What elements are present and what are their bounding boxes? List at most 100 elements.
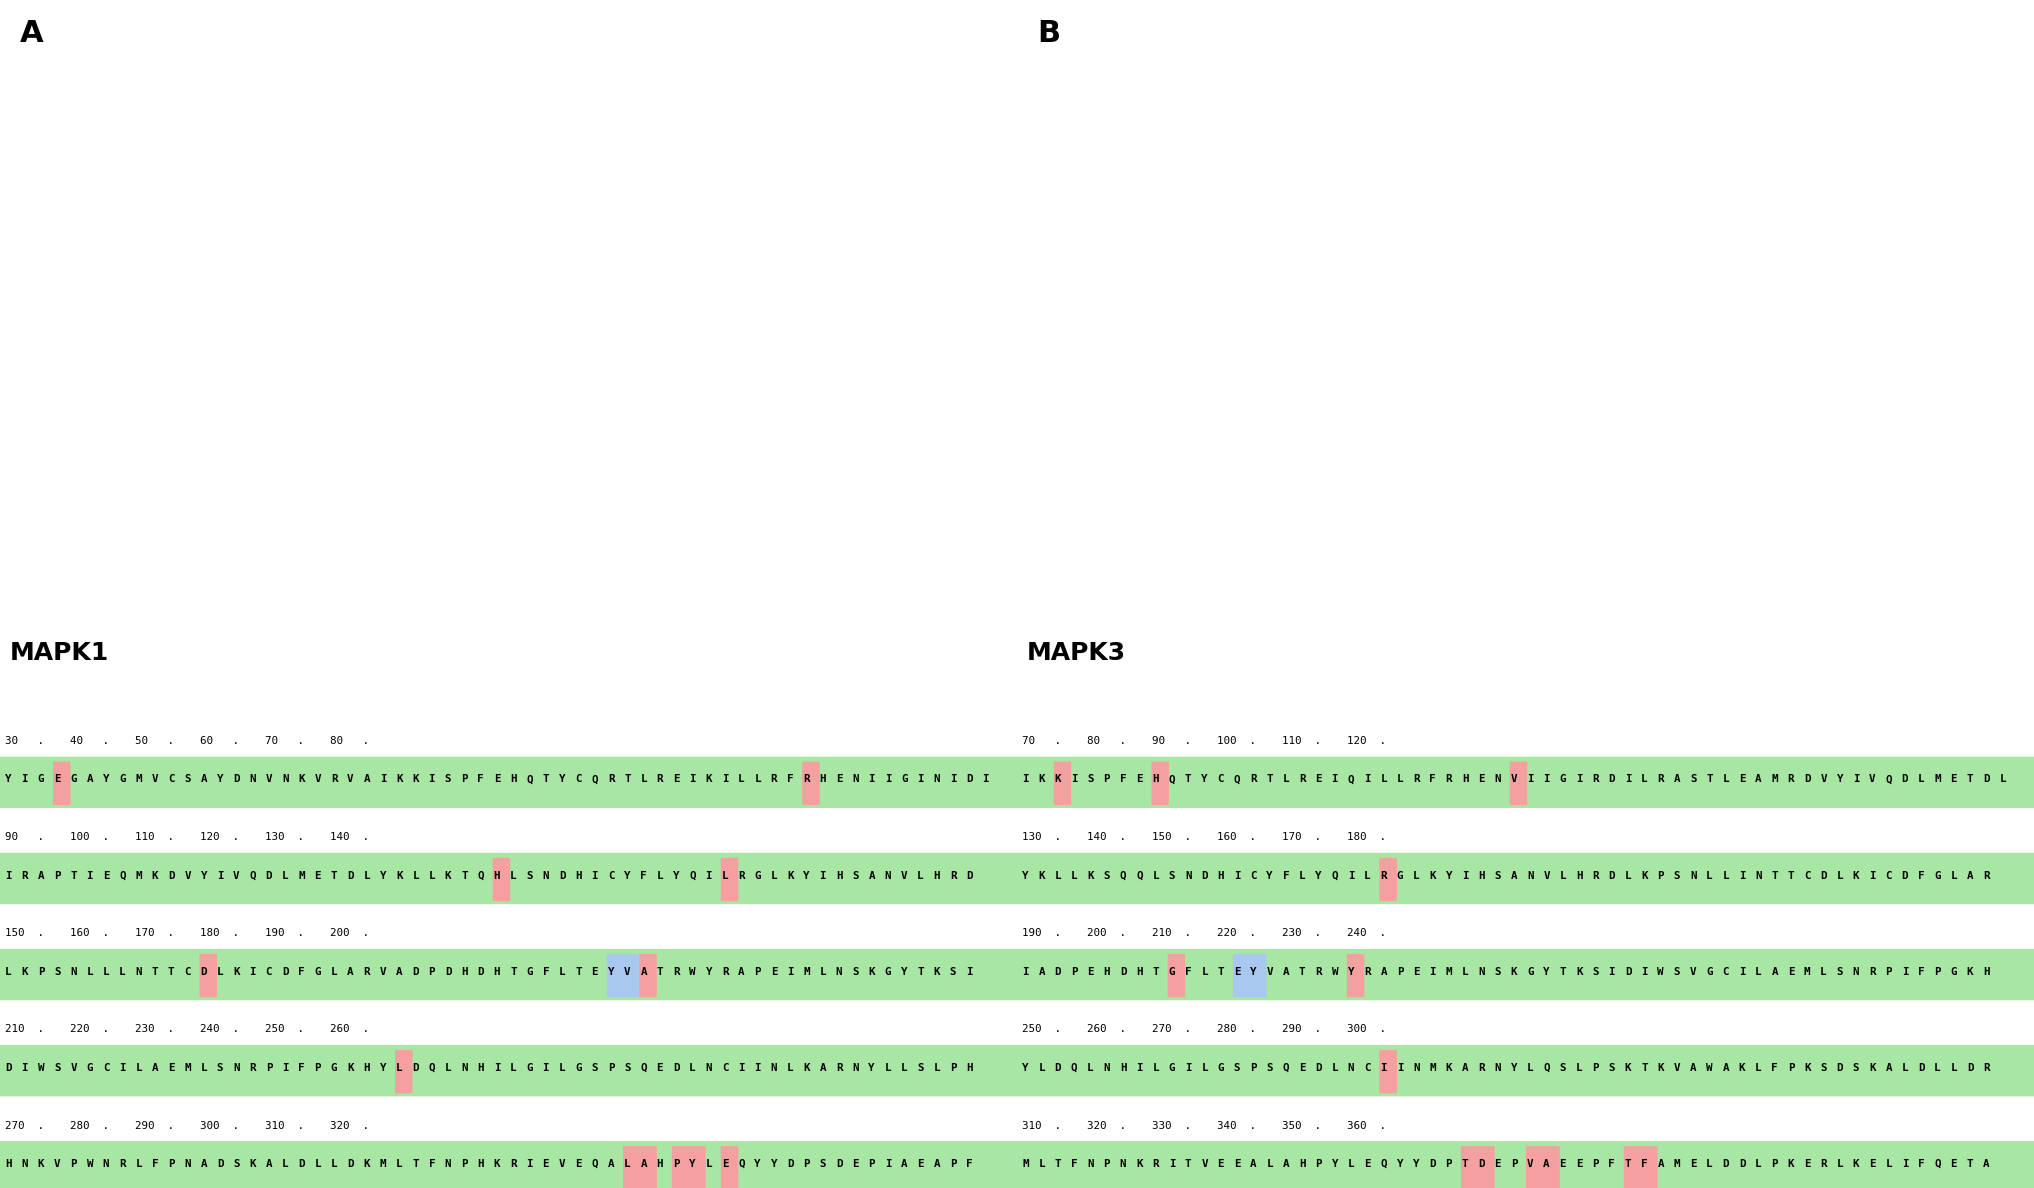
Text: Y: Y bbox=[1267, 871, 1273, 880]
Text: K: K bbox=[1088, 871, 1094, 880]
Text: H: H bbox=[657, 1159, 663, 1169]
Text: A: A bbox=[1772, 967, 1778, 977]
Text: L: L bbox=[218, 967, 224, 977]
Text: H: H bbox=[1576, 871, 1582, 880]
Text: Q: Q bbox=[1072, 1063, 1078, 1073]
Text: E: E bbox=[1300, 1063, 1306, 1073]
Text: 190  .    200  .    210  .    220  .    230  .    240  .: 190 . 200 . 210 . 220 . 230 . 240 . bbox=[1023, 928, 1412, 939]
Text: L: L bbox=[120, 967, 126, 977]
Text: P: P bbox=[315, 1063, 321, 1073]
Text: A: A bbox=[201, 1159, 207, 1169]
Text: Q: Q bbox=[120, 871, 126, 880]
Text: A: A bbox=[1251, 1159, 1257, 1169]
Text: L: L bbox=[1625, 871, 1631, 880]
Text: L: L bbox=[136, 1063, 142, 1073]
Text: V: V bbox=[1544, 871, 1550, 880]
Text: P: P bbox=[950, 1063, 956, 1073]
Text: F: F bbox=[299, 1063, 305, 1073]
Text: H: H bbox=[494, 967, 500, 977]
Text: S: S bbox=[55, 1063, 61, 1073]
Text: A: A bbox=[20, 19, 45, 48]
Text: Y: Y bbox=[608, 967, 614, 977]
Text: L: L bbox=[283, 1159, 289, 1169]
Text: A: A bbox=[1886, 1063, 1892, 1073]
Text: M: M bbox=[1430, 1063, 1436, 1073]
Text: S: S bbox=[527, 871, 533, 880]
Text: P: P bbox=[429, 967, 435, 977]
Text: V: V bbox=[624, 967, 631, 977]
Text: L: L bbox=[1332, 1063, 1338, 1073]
FancyBboxPatch shape bbox=[687, 1146, 706, 1188]
Text: G: G bbox=[1170, 967, 1176, 977]
Text: D: D bbox=[478, 967, 484, 977]
Text: I: I bbox=[820, 871, 826, 880]
Text: L: L bbox=[1934, 1063, 1940, 1073]
Text: I: I bbox=[966, 967, 972, 977]
FancyBboxPatch shape bbox=[1013, 1142, 2034, 1188]
Text: L: L bbox=[1560, 871, 1566, 880]
Text: L: L bbox=[413, 871, 419, 880]
FancyBboxPatch shape bbox=[1460, 1146, 1479, 1188]
Text: E: E bbox=[1804, 1159, 1810, 1169]
Text: A: A bbox=[1039, 967, 1045, 977]
Text: H: H bbox=[1104, 967, 1111, 977]
Text: E: E bbox=[315, 871, 321, 880]
Text: A: A bbox=[348, 967, 354, 977]
Text: A: A bbox=[1283, 967, 1290, 977]
Text: 70   .    80   .    90   .    100  .    110  .    120  .: 70 . 80 . 90 . 100 . 110 . 120 . bbox=[1023, 737, 1418, 746]
Text: R: R bbox=[511, 1159, 517, 1169]
Text: A: A bbox=[1381, 967, 1387, 977]
Text: D: D bbox=[1056, 967, 1062, 977]
Text: D: D bbox=[836, 1159, 842, 1169]
Text: R: R bbox=[364, 967, 370, 977]
Text: N: N bbox=[706, 1063, 712, 1073]
Text: N: N bbox=[1088, 1159, 1094, 1169]
Text: Q: Q bbox=[429, 1063, 435, 1073]
Text: I: I bbox=[869, 775, 875, 784]
Text: Q: Q bbox=[1137, 871, 1143, 880]
Text: E: E bbox=[917, 1159, 923, 1169]
Text: P: P bbox=[673, 1159, 679, 1169]
Text: I: I bbox=[755, 1063, 761, 1073]
Text: 130  .    140  .    150  .    160  .    170  .    180  .: 130 . 140 . 150 . 160 . 170 . 180 . bbox=[1023, 832, 1412, 842]
Text: D: D bbox=[1056, 1063, 1062, 1073]
Text: I: I bbox=[1641, 967, 1648, 977]
Text: Y: Y bbox=[218, 775, 224, 784]
Text: R: R bbox=[657, 775, 663, 784]
Text: P: P bbox=[55, 871, 61, 880]
Text: T: T bbox=[413, 1159, 419, 1169]
Text: H: H bbox=[1479, 871, 1485, 880]
Text: C: C bbox=[169, 775, 175, 784]
Text: I: I bbox=[4, 871, 12, 880]
Text: I: I bbox=[120, 1063, 126, 1073]
Text: I: I bbox=[1462, 871, 1469, 880]
Text: S: S bbox=[852, 967, 858, 977]
Text: S: S bbox=[950, 967, 956, 977]
Text: W: W bbox=[690, 967, 696, 977]
Text: I: I bbox=[527, 1159, 533, 1169]
Text: Y: Y bbox=[755, 1159, 761, 1169]
Text: Q: Q bbox=[592, 775, 598, 784]
Text: S: S bbox=[1820, 1063, 1827, 1073]
FancyBboxPatch shape bbox=[1477, 1146, 1495, 1188]
FancyBboxPatch shape bbox=[671, 1146, 690, 1188]
Text: L: L bbox=[934, 1063, 940, 1073]
Text: I: I bbox=[1235, 871, 1241, 880]
Text: P: P bbox=[1072, 967, 1078, 977]
Text: A: A bbox=[1967, 871, 1973, 880]
Text: A: A bbox=[641, 967, 647, 977]
Text: A: A bbox=[1674, 775, 1680, 784]
FancyBboxPatch shape bbox=[801, 762, 820, 805]
Text: D: D bbox=[1918, 1063, 1924, 1073]
Text: C: C bbox=[1218, 775, 1224, 784]
Text: M: M bbox=[1023, 1159, 1029, 1169]
Text: S: S bbox=[1235, 1063, 1241, 1073]
Text: E: E bbox=[169, 1063, 175, 1073]
Text: F: F bbox=[1641, 1159, 1648, 1169]
Text: R: R bbox=[1381, 871, 1387, 880]
Text: E: E bbox=[657, 1063, 663, 1073]
Text: L: L bbox=[641, 775, 647, 784]
Text: R: R bbox=[1820, 1159, 1827, 1169]
Text: E: E bbox=[1235, 967, 1241, 977]
Text: T: T bbox=[169, 967, 175, 977]
